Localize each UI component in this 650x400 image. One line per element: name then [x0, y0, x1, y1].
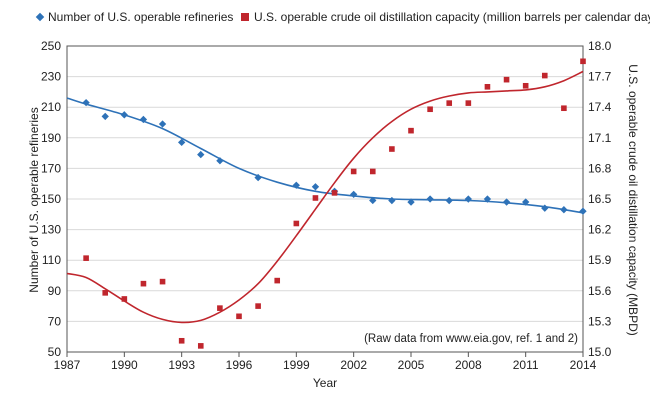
gridlines [67, 45, 583, 322]
y-right-tick-label: 17.1 [588, 131, 612, 145]
trend-lines [66, 70, 584, 324]
refineries-point [369, 196, 377, 205]
y-left-tick-label: 250 [41, 39, 61, 53]
capacity-point [255, 303, 261, 309]
legend-label-refineries: Number of U.S. operable refineries [48, 10, 234, 24]
y-right-tick-label: 15.6 [588, 284, 612, 298]
y-right-tick-label: 15.3 [588, 314, 612, 328]
capacity-point [561, 105, 567, 112]
capacity-point [408, 127, 414, 134]
y-left-tick-label: 190 [41, 131, 61, 145]
legend-label-capacity: U.S. operable crude oil distillation cap… [254, 10, 650, 24]
capacity-point [369, 168, 376, 175]
capacity-point [446, 100, 453, 106]
y-left-tick-label: 70 [48, 314, 62, 328]
y-right-tick-label: 15.0 [588, 345, 612, 359]
x-tick-label: 1999 [283, 358, 310, 372]
capacity-point [159, 278, 166, 285]
y-right-tick-label: 16.5 [588, 192, 612, 206]
capacity-point [484, 84, 491, 90]
x-axis-title: Year [313, 376, 337, 390]
capacity-point [503, 76, 510, 83]
capacity-point [293, 220, 300, 227]
capacity-point [312, 195, 319, 201]
x-tick-label: 2014 [570, 358, 597, 372]
y-axis-left-title: Number of U.S. operable refineries [27, 107, 41, 292]
legend: Number of U.S. operable refineries U.S. … [0, 10, 650, 26]
y-left-tick-label: 50 [48, 345, 62, 359]
capacity-point [140, 280, 147, 287]
y-left-tick-label: 150 [41, 192, 61, 206]
y-right-tick-label: 15.9 [588, 253, 612, 267]
refineries-point [82, 98, 90, 107]
x-tick-label: 1993 [168, 358, 195, 372]
capacity-point [274, 277, 281, 284]
axis-labels: Year Number of U.S. operable refineries … [27, 64, 640, 390]
legend-item-refineries: Number of U.S. operable refineries [35, 10, 234, 24]
refineries-point [502, 198, 511, 206]
y-axis-right-title: U.S. operable crude oil distillation cap… [626, 64, 640, 335]
legend-item-capacity: U.S. operable crude oil distillation cap… [241, 10, 650, 24]
refineries-point [579, 207, 587, 215]
y-left-tick-label: 210 [41, 100, 61, 114]
refineries-point [311, 183, 320, 191]
x-tick-label: 1990 [111, 358, 138, 372]
x-tick-label: 1987 [54, 358, 81, 372]
refineries-point [101, 112, 109, 121]
x-tick-label: 2005 [398, 358, 425, 372]
refineries-point [254, 173, 262, 182]
refineries-trend-line [66, 97, 584, 214]
data-points [82, 58, 587, 349]
capacity-trend-line [66, 70, 584, 324]
refineries-point [388, 196, 396, 205]
x-tick-label: 2011 [513, 358, 539, 372]
capacity-point [389, 146, 395, 152]
y-right-tick-label: 17.4 [588, 100, 612, 114]
y-right-tick-label: 16.8 [588, 161, 612, 175]
x-tick-label: 2008 [455, 358, 482, 372]
capacity-point [102, 290, 109, 296]
source-annotation: (Raw data from www.eia.gov, ref. 1 and 2… [364, 333, 578, 345]
capacity-point [465, 100, 472, 106]
capacity-point [83, 255, 89, 261]
capacity-point [197, 343, 204, 349]
square-marker-icon [241, 13, 249, 21]
refineries-point [483, 195, 492, 203]
capacity-point [427, 106, 433, 113]
y-left-tick-label: 130 [41, 223, 61, 237]
axes: 50 15.0 70 15.3 90 15.6 110 15.9 130 16.2 150 16.5 1… [41, 39, 612, 372]
refineries-point [349, 190, 358, 199]
refineries-point [541, 204, 549, 212]
capacity-point [331, 190, 338, 196]
y-left-tick-label: 230 [41, 70, 61, 84]
x-tick-label: 1996 [226, 358, 253, 372]
capacity-point [178, 337, 185, 344]
y-right-tick-label: 18.0 [588, 39, 612, 53]
capacity-point [350, 168, 357, 175]
y-left-tick-label: 110 [42, 253, 61, 267]
capacity-point [121, 296, 128, 302]
refineries-point [197, 150, 205, 159]
refineries-point [158, 120, 167, 128]
x-tick-label: 2002 [340, 358, 367, 372]
capacity-point [522, 82, 529, 89]
refineries-point [426, 195, 434, 203]
refineries-point [464, 195, 473, 203]
capacity-point [236, 313, 242, 320]
plot-frame [66, 45, 584, 353]
y-left-tick-label: 170 [41, 161, 61, 175]
refineries-point [120, 111, 128, 119]
capacity-point [580, 58, 586, 65]
y-right-tick-label: 17.7 [588, 70, 612, 84]
capacity-point [541, 72, 548, 79]
refineries-point [560, 206, 568, 214]
refineries-point [445, 196, 453, 205]
y-left-tick-label: 90 [48, 284, 62, 298]
capacity-point [217, 305, 223, 311]
y-right-tick-label: 16.2 [588, 223, 612, 237]
